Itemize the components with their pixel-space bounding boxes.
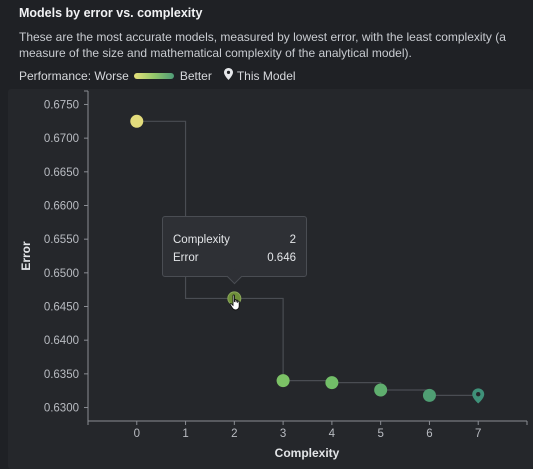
tooltip-row-complexity: Complexity 2 — [173, 231, 296, 249]
legend-this-model-label: This Model — [236, 68, 296, 83]
scatter-point[interactable] — [374, 383, 388, 397]
map-pin-icon — [223, 68, 233, 83]
x-tick-label: 3 — [280, 428, 286, 440]
map-pin-hole — [476, 392, 481, 397]
point-tooltip: Complexity 2 Error 0.646 — [162, 216, 307, 285]
scatter-point[interactable] — [325, 376, 339, 390]
tooltip-row-error: Error 0.646 — [173, 249, 296, 267]
y-axis-label: Error — [19, 241, 33, 271]
x-tick-label: 5 — [377, 428, 383, 440]
scatter-point[interactable] — [276, 374, 290, 388]
x-axis-label: Complexity — [275, 446, 340, 460]
hand-pointer-icon — [229, 294, 243, 317]
legend-worse-label: Performance: Worse — [19, 68, 129, 83]
legend-better-label: Better — [179, 68, 212, 83]
y-tick-label: 0.6700 — [44, 133, 79, 145]
y-tick-label: 0.6450 — [44, 302, 79, 314]
y-tick-label: 0.6550 — [44, 234, 79, 246]
chart-panel — [8, 89, 533, 469]
this-model-marker[interactable] — [472, 388, 485, 404]
legend-gradient-bar — [133, 72, 174, 79]
scatter-point[interactable] — [422, 388, 436, 402]
chart-title: Models by error vs. complexity — [19, 6, 203, 20]
x-tick-label: 1 — [182, 428, 188, 440]
tooltip-complexity-label: Complexity — [173, 234, 230, 246]
scatter-point[interactable] — [130, 114, 144, 128]
tooltip-complexity-value: 2 — [289, 234, 296, 246]
y-tick-label: 0.6500 — [44, 268, 79, 280]
y-tick-label: 0.6400 — [44, 335, 79, 347]
x-tick-label: 6 — [426, 428, 432, 440]
y-tick-label: 0.6350 — [44, 369, 79, 381]
tooltip-error-label: Error — [173, 252, 199, 264]
x-tick-label: 4 — [329, 428, 336, 440]
x-tick-label: 2 — [231, 428, 237, 440]
chart-description: These are the most accurate models, meas… — [19, 30, 506, 60]
y-tick-label: 0.6750 — [44, 99, 79, 111]
y-tick-label: 0.6600 — [44, 200, 79, 212]
x-tick-label: 0 — [134, 428, 140, 440]
tooltip-error-value: 0.646 — [267, 252, 296, 264]
y-tick-label: 0.6650 — [44, 167, 79, 179]
legend: Performance: Worse Better This Model — [19, 68, 296, 83]
y-tick-label: 0.6300 — [44, 403, 79, 415]
x-tick-label: 7 — [475, 428, 481, 440]
